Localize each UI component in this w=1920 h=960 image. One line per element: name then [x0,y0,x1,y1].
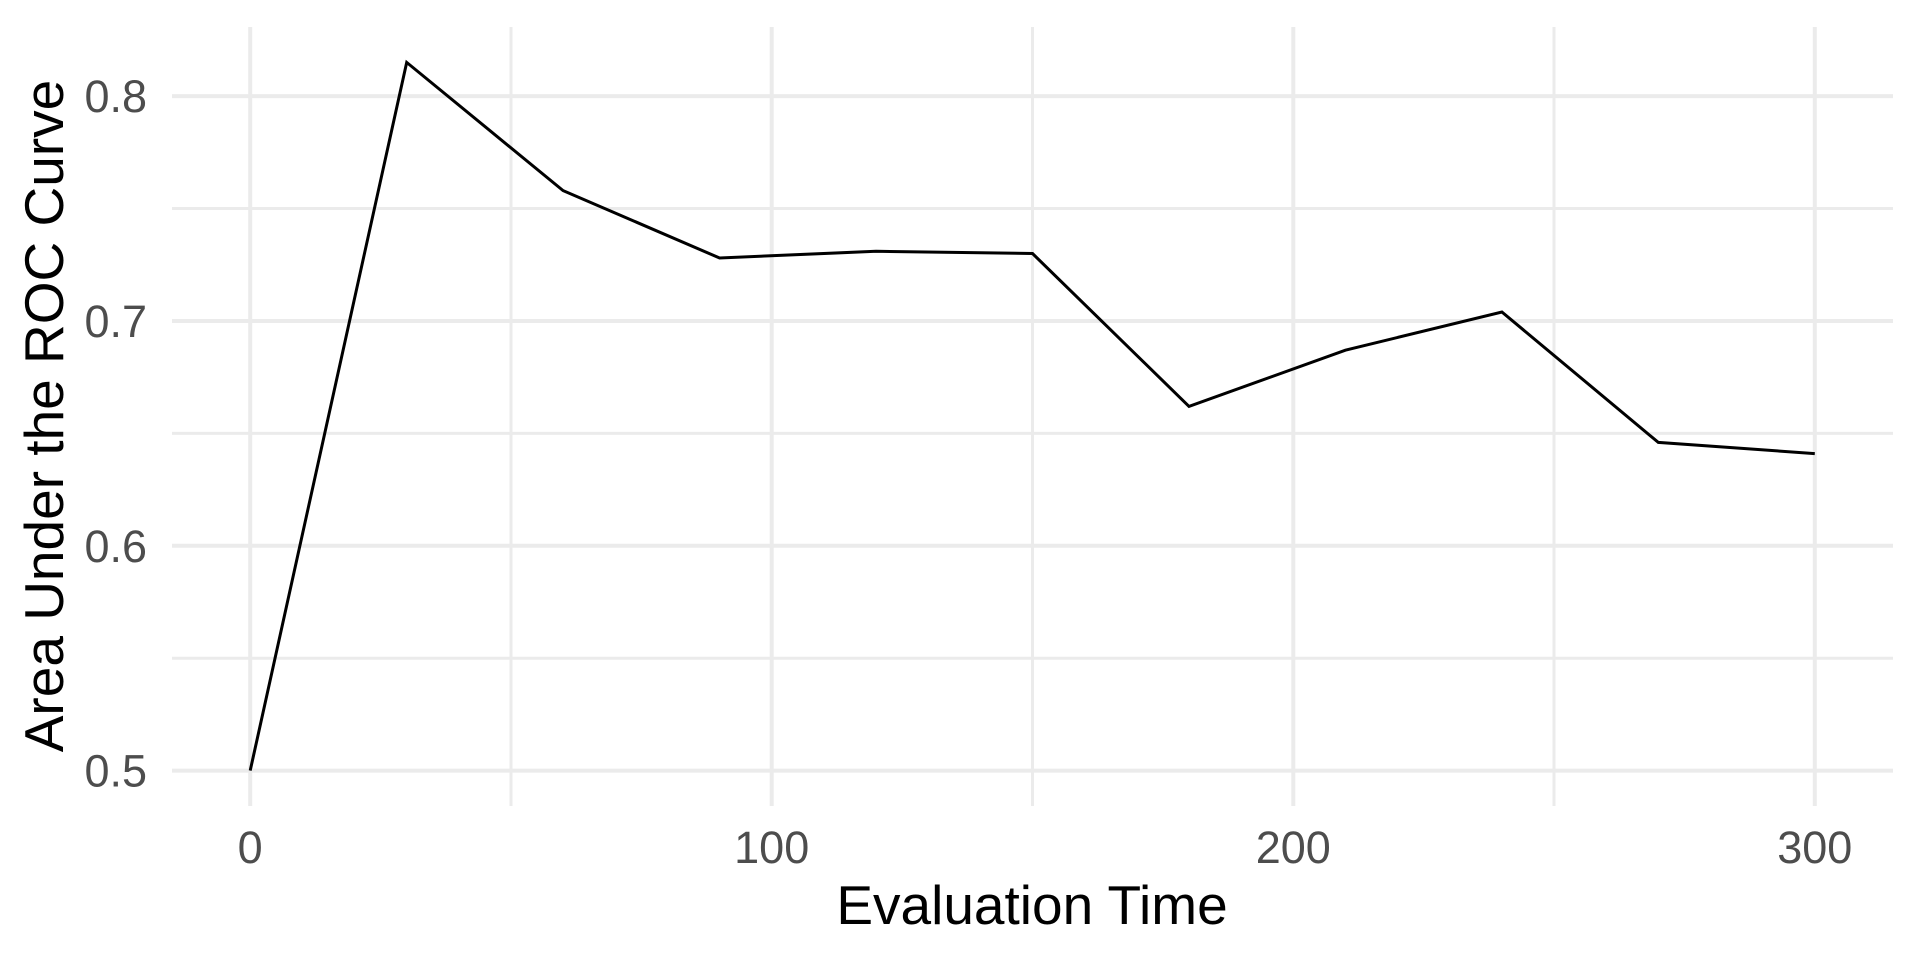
y-axis-tick-labels: 0.5 0.6 0.7 0.8 [84,71,147,797]
y-tick-label: 0.5 [84,746,147,797]
x-tick-label: 200 [1256,822,1331,873]
grid-minor-lines [172,27,1893,806]
auc-series-line [248,59,1815,771]
x-tick-label: 100 [734,822,809,873]
grid-major-lines [172,27,1893,806]
y-axis-title: Area Under the ROC Curve [13,80,75,753]
x-tick-label: 0 [238,822,263,873]
x-tick-label: 300 [1777,822,1852,873]
x-axis-title: Evaluation Time [836,874,1227,936]
auc-series-polyline [248,59,1815,771]
y-tick-label: 0.6 [84,521,147,572]
y-tick-label: 0.8 [84,71,147,122]
y-tick-label: 0.7 [84,296,147,347]
x-axis-tick-labels: 0 100 200 300 [238,822,1853,873]
